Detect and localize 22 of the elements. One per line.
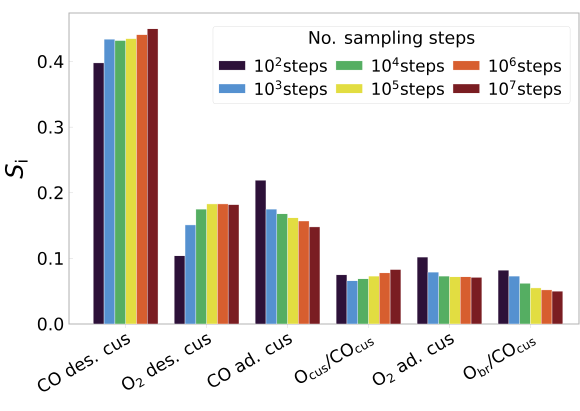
bar [470, 277, 482, 324]
y-tick-label: 0.0 [38, 317, 64, 331]
y-tick-label: 0.4 [38, 54, 64, 68]
legend-label: 10$^{6}$steps [490, 57, 562, 76]
bar [390, 269, 402, 324]
bar [228, 204, 240, 324]
legend-label: 10$^{2}$steps [255, 57, 327, 76]
x-tick-label: O$_{2}$ ad. cus [372, 334, 454, 386]
legend-title: No. sampling steps [310, 30, 474, 48]
legend-label: 10$^{4}$steps [372, 57, 444, 76]
x-tick-label: O$_{cus}$/CO$_{cus}$ [294, 338, 374, 383]
legend-label: 10$^{3}$steps [255, 80, 327, 98]
legend-label: 10$^{7}$steps [490, 80, 562, 98]
y-axis-title: S$_{i}$ [4, 160, 28, 179]
y-tick-label: 0.3 [38, 120, 63, 134]
x-tick-label: O$_{br}$/CO$_{cus}$ [464, 338, 536, 379]
bar [147, 28, 158, 324]
y-tick-label: 0.2 [38, 186, 63, 200]
bar [552, 290, 564, 324]
bar [308, 226, 320, 324]
y-tick-label: 0.1 [38, 252, 63, 265]
legend-label: 10$^{5}$steps [372, 80, 444, 98]
